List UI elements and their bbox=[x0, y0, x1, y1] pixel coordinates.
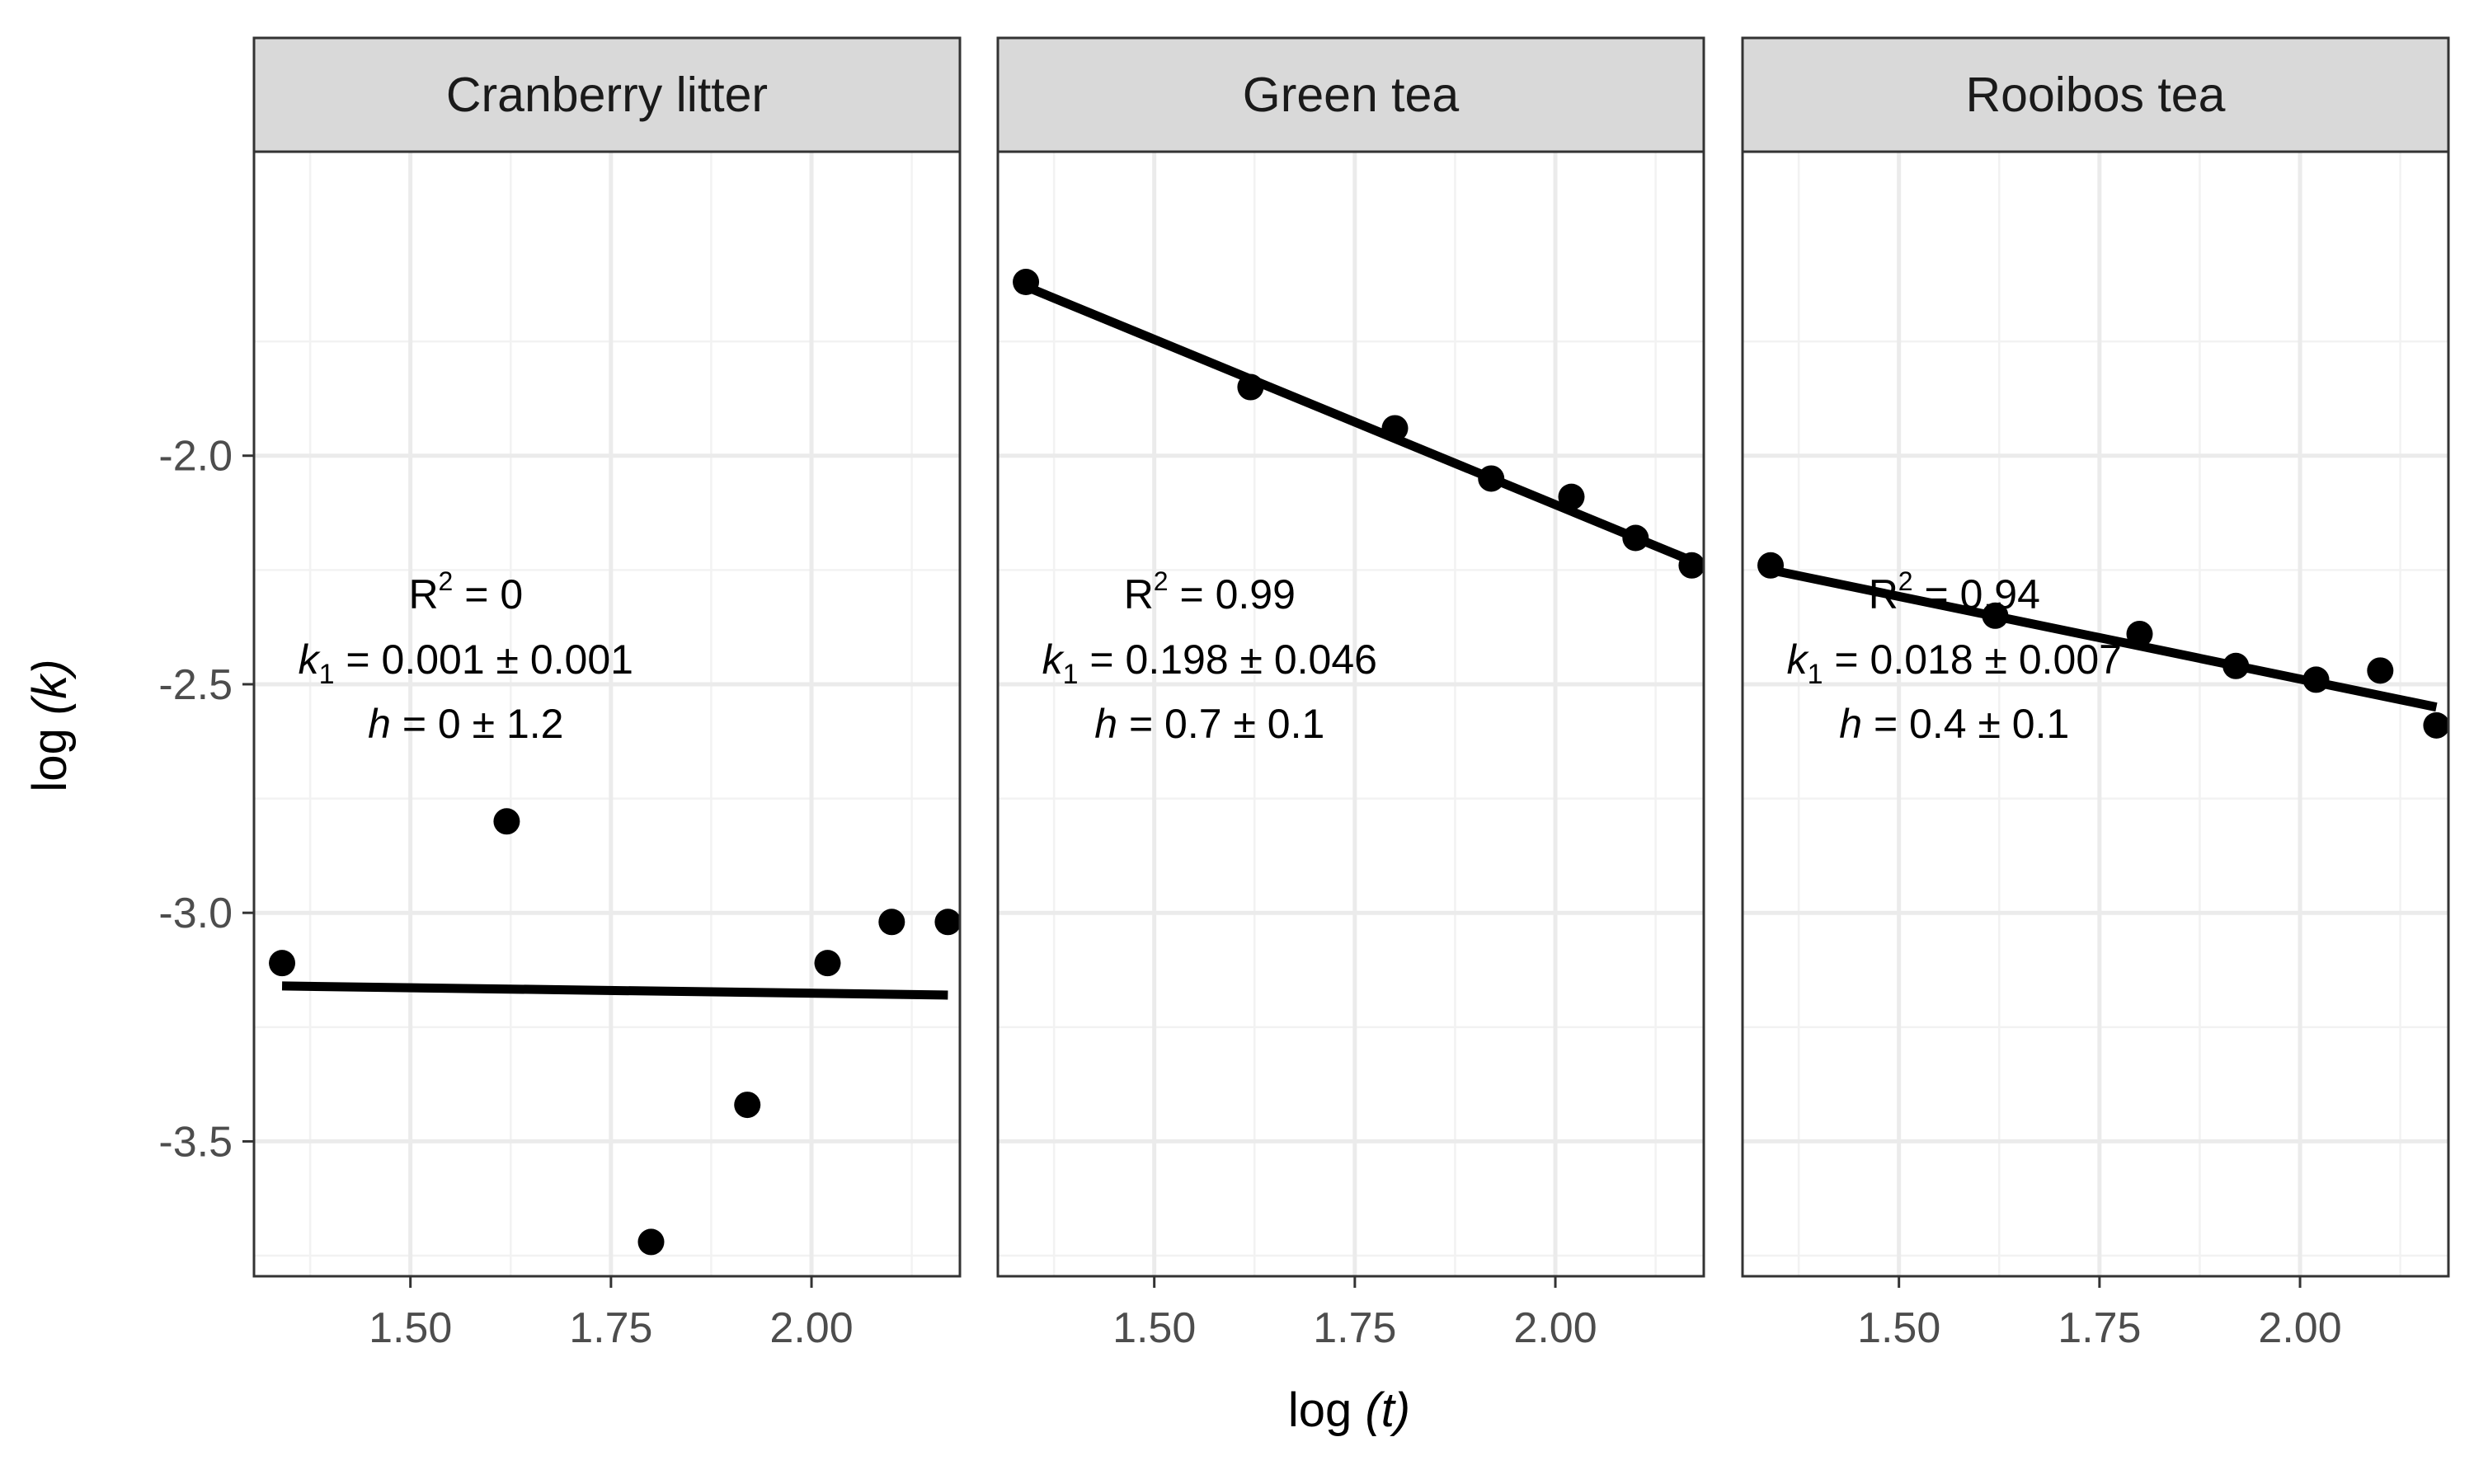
r-squared-label: R2 = 0 bbox=[408, 566, 523, 618]
r-squared-label: R2 = 0.99 bbox=[1124, 566, 1296, 618]
k1-label: k1 = 0.198 ± 0.046 bbox=[1042, 636, 1377, 690]
data-point bbox=[1478, 465, 1505, 492]
k1-symbol: k bbox=[1042, 636, 1065, 683]
panel-background bbox=[254, 152, 960, 1276]
r-squared-value: = 0 bbox=[453, 571, 523, 618]
k1-value: = 0.001 ± 0.001 bbox=[335, 636, 633, 683]
x-axis-title: log (t) bbox=[1288, 1383, 1410, 1437]
k1-symbol: k bbox=[1787, 636, 1810, 683]
data-point bbox=[1982, 602, 2009, 629]
facet-panel-rooibos-tea: R2 = 0.94 k1 = 0.018 ± 0.007 h = 0.4 ± 0.1… bbox=[1741, 36, 2450, 1352]
strip-label: Green tea bbox=[1243, 68, 1460, 122]
k1-subscript: 1 bbox=[1063, 659, 1079, 690]
strip-label: Cranberry litter bbox=[446, 68, 768, 122]
y-tick-label: -2.5 bbox=[158, 661, 233, 709]
r-squared-superscript: 2 bbox=[439, 566, 454, 596]
k1-value: = 0.198 ± 0.046 bbox=[1079, 636, 1377, 683]
data-point bbox=[1678, 552, 1705, 579]
y-axis-title: log (k) bbox=[23, 659, 77, 791]
r-squared-value: = 0.94 bbox=[1913, 571, 2040, 618]
r-squared-symbol: R bbox=[1869, 571, 1898, 618]
y-tick-label: -3.0 bbox=[158, 890, 233, 937]
strip-header-cranberry-litter bbox=[252, 36, 962, 153]
y-tick-label: -3.5 bbox=[158, 1118, 233, 1166]
data-point bbox=[269, 950, 296, 977]
data-point bbox=[2423, 711, 2450, 739]
fit-annotation: R2 = 0.94 k1 = 0.018 ± 0.007 h = 0.4 ± 0.1 bbox=[1787, 566, 2122, 747]
x-tick-label: 1.50 bbox=[1112, 1304, 1196, 1352]
h-value: = 0 ± 1.2 bbox=[391, 701, 564, 747]
h-label: h = 0.4 ± 0.1 bbox=[1839, 701, 2069, 747]
data-point bbox=[637, 1228, 665, 1256]
h-value: = 0.4 ± 0.1 bbox=[1862, 701, 2069, 747]
data-point bbox=[2126, 620, 2153, 647]
data-point bbox=[878, 909, 905, 936]
fit-line bbox=[281, 981, 948, 1000]
r-squared-label: R2 = 0.94 bbox=[1869, 566, 2040, 618]
x-tick-label: 1.75 bbox=[569, 1304, 652, 1352]
k1-subscript: 1 bbox=[1808, 659, 1823, 690]
x-tick-label: 2.00 bbox=[2258, 1304, 2341, 1352]
data-point bbox=[1558, 483, 1585, 510]
k1-subscript: 1 bbox=[319, 659, 335, 690]
data-point bbox=[1757, 552, 1785, 579]
x-tick-label: 1.50 bbox=[1857, 1304, 1940, 1352]
r-squared-symbol: R bbox=[408, 571, 438, 618]
k1-value: = 0.018 ± 0.007 bbox=[1823, 636, 2122, 683]
h-value: = 0.7 ± 0.1 bbox=[1117, 701, 1324, 747]
data-point bbox=[1622, 524, 1649, 552]
data-point bbox=[2222, 652, 2250, 679]
strip-label: Rooibos tea bbox=[1966, 68, 2226, 122]
x-tick-label: 2.00 bbox=[769, 1304, 853, 1352]
r-squared-superscript: 2 bbox=[1898, 566, 1913, 596]
k1-label: k1 = 0.001 ± 0.001 bbox=[299, 636, 633, 690]
data-point bbox=[493, 808, 520, 835]
x-axis-title-variable: (t) bbox=[1365, 1383, 1410, 1437]
r-squared-superscript: 2 bbox=[1154, 566, 1169, 596]
k1-symbol: k bbox=[299, 636, 322, 683]
panel-background bbox=[998, 152, 1704, 1276]
h-label: h = 0.7 ± 0.1 bbox=[1094, 701, 1324, 747]
k1-label: k1 = 0.018 ± 0.007 bbox=[1787, 636, 2122, 690]
strip-header-green-tea bbox=[996, 36, 1705, 153]
h-label: h = 0 ± 1.2 bbox=[368, 701, 563, 747]
x-tick-label: 1.75 bbox=[2058, 1304, 2141, 1352]
fit-line bbox=[1023, 282, 1694, 566]
x-axis-title-prefix: log bbox=[1288, 1383, 1366, 1437]
h-symbol: h bbox=[368, 701, 391, 747]
data-point bbox=[734, 1092, 761, 1119]
data-point bbox=[814, 950, 841, 977]
facet-panel-cranberry-litter: R2 = 0 k1 = 0.001 ± 0.001 h = 0 ± 1.2 Cranb… bbox=[158, 36, 962, 1352]
h-symbol: h bbox=[1094, 701, 1117, 747]
fit-annotation: R2 = 0 k1 = 0.001 ± 0.001 h = 0 ± 1.2 bbox=[299, 566, 633, 747]
data-point bbox=[1013, 269, 1040, 296]
r-squared-value: = 0.99 bbox=[1169, 571, 1296, 618]
x-tick-label: 2.00 bbox=[1513, 1304, 1597, 1352]
data-point bbox=[2367, 657, 2394, 684]
data-point bbox=[934, 909, 962, 936]
data-point bbox=[1237, 373, 1264, 401]
data-point bbox=[2302, 666, 2330, 693]
panel-background bbox=[1743, 152, 2448, 1276]
h-symbol: h bbox=[1839, 701, 1862, 747]
y-axis-title-variable: (k) bbox=[23, 659, 77, 715]
y-tick-label: -2.0 bbox=[158, 433, 233, 481]
y-axis-title-prefix: log bbox=[23, 715, 77, 792]
r-squared-symbol: R bbox=[1124, 571, 1154, 618]
facet-panel-green-tea: R2 = 0.99 k1 = 0.198 ± 0.046 h = 0.7 ± 0.1… bbox=[996, 36, 1705, 1352]
x-tick-label: 1.50 bbox=[369, 1304, 452, 1352]
strip-header-rooibos-tea bbox=[1741, 36, 2450, 153]
x-tick-label: 1.75 bbox=[1313, 1304, 1396, 1352]
fit-annotation: R2 = 0.99 k1 = 0.198 ± 0.046 h = 0.7 ± 0.1 bbox=[1042, 566, 1377, 747]
data-point bbox=[1381, 415, 1409, 442]
